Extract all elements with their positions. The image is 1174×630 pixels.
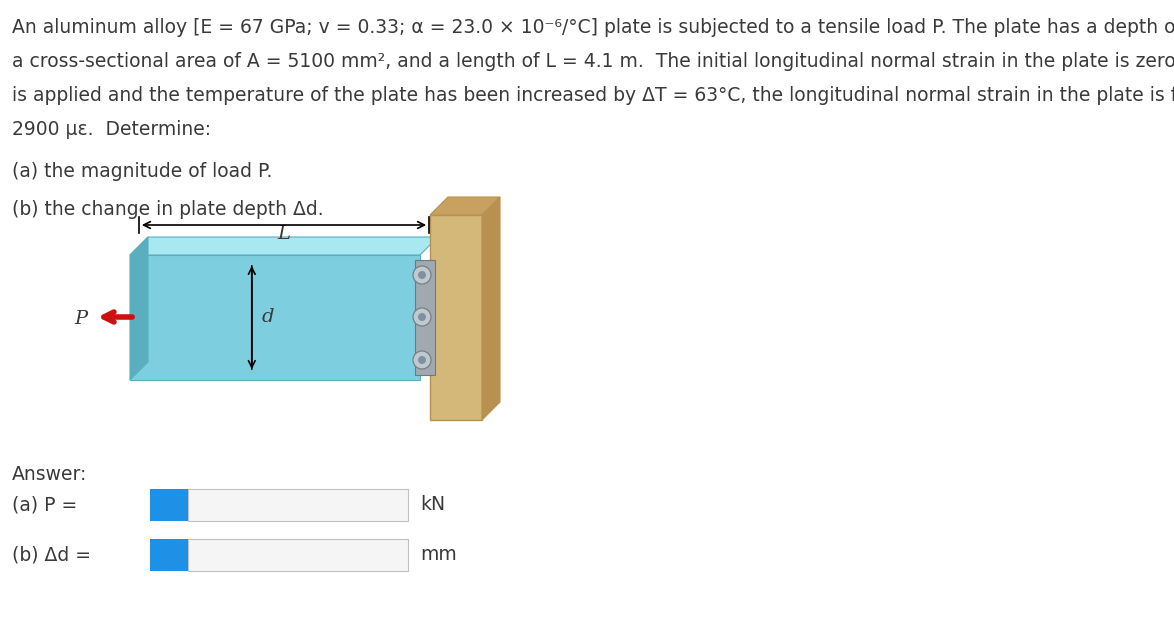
Polygon shape: [414, 260, 436, 375]
Text: (b) Δd =: (b) Δd =: [12, 546, 97, 564]
Polygon shape: [130, 237, 148, 380]
Polygon shape: [130, 255, 420, 380]
Text: Answer:: Answer:: [12, 465, 87, 484]
Circle shape: [418, 313, 426, 321]
Text: (a) P =: (a) P =: [12, 496, 83, 515]
Polygon shape: [430, 215, 483, 420]
Text: L: L: [277, 225, 290, 243]
Circle shape: [413, 308, 431, 326]
Text: P: P: [74, 310, 87, 328]
Polygon shape: [130, 237, 438, 255]
Polygon shape: [483, 197, 500, 420]
Bar: [188, 539, 409, 571]
Text: An aluminum alloy [E = 67 GPa; v = 0.33; α = 23.0 × 10⁻⁶/°C] plate is subjected : An aluminum alloy [E = 67 GPa; v = 0.33;…: [12, 18, 1174, 37]
Text: is applied and the temperature of the plate has been increased by ΔT = 63°C, the: is applied and the temperature of the pl…: [12, 86, 1174, 105]
Text: i: i: [166, 496, 173, 514]
Text: i: i: [166, 546, 173, 564]
Polygon shape: [430, 197, 500, 215]
Bar: [150, 539, 188, 571]
Bar: [150, 489, 188, 521]
Text: a cross-sectional area of A = 5100 mm², and a length of L = 4.1 m.  The initial : a cross-sectional area of A = 5100 mm², …: [12, 52, 1174, 71]
Text: (b) the change in plate depth Δd.: (b) the change in plate depth Δd.: [12, 200, 324, 219]
Bar: [188, 489, 409, 521]
Text: 2900 με.  Determine:: 2900 με. Determine:: [12, 120, 211, 139]
Text: mm: mm: [420, 546, 457, 564]
Text: d: d: [262, 308, 275, 326]
Circle shape: [413, 266, 431, 284]
Text: kN: kN: [420, 496, 445, 515]
Text: (a) the magnitude of load P.: (a) the magnitude of load P.: [12, 162, 272, 181]
Circle shape: [413, 351, 431, 369]
Circle shape: [418, 271, 426, 279]
Circle shape: [418, 356, 426, 364]
